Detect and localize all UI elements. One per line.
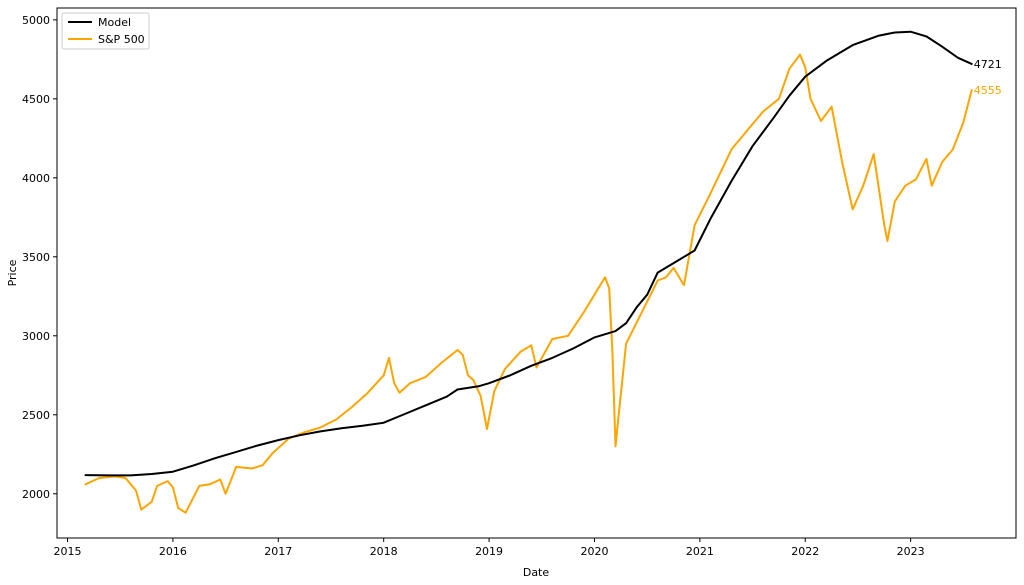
x-tick-label-0: 2015	[54, 545, 82, 558]
x-tick-label-2: 2017	[264, 545, 292, 558]
end-label-sp500: 4555	[974, 84, 1002, 97]
x-tick-label-7: 2022	[791, 545, 819, 558]
series-line-model	[84, 30, 973, 477]
y-tick-label-5: 4500	[22, 93, 50, 106]
x-axis-label: Date	[523, 566, 550, 579]
series-layer	[84, 30, 973, 514]
y-tick-label-0: 2000	[22, 488, 50, 501]
y-tick-label-3: 3500	[22, 251, 50, 264]
series-line-sp500	[84, 53, 973, 514]
x-tick-label-3: 2018	[370, 545, 398, 558]
end-label-model: 4721	[974, 58, 1002, 71]
legend: Model S&P 500	[61, 12, 150, 50]
x-tick-label-4: 2019	[475, 545, 503, 558]
legend-label-model: Model	[98, 16, 131, 29]
legend-label-sp500: S&P 500	[98, 33, 145, 46]
x-tick-label-5: 2020	[580, 545, 608, 558]
x-tick-label-1: 2016	[159, 545, 187, 558]
y-axis: 2000 2500 3000 3500 4000 4500 5000	[22, 14, 57, 501]
x-axis: 2015 2016 2017 2018 2019 2020 2021 2022 2023	[54, 538, 925, 558]
y-tick-label-2: 3000	[22, 330, 50, 343]
y-tick-label-6: 5000	[22, 14, 50, 27]
x-tick-label-6: 2021	[686, 545, 714, 558]
x-tick-label-8: 2023	[897, 545, 925, 558]
y-tick-label-1: 2500	[22, 409, 50, 422]
y-axis-label: Price	[6, 259, 19, 286]
end-labels: 4721 4555	[974, 58, 1002, 97]
plot-background	[57, 8, 1016, 538]
y-tick-label-4: 4000	[22, 172, 50, 185]
plot-frame	[56, 7, 1017, 539]
